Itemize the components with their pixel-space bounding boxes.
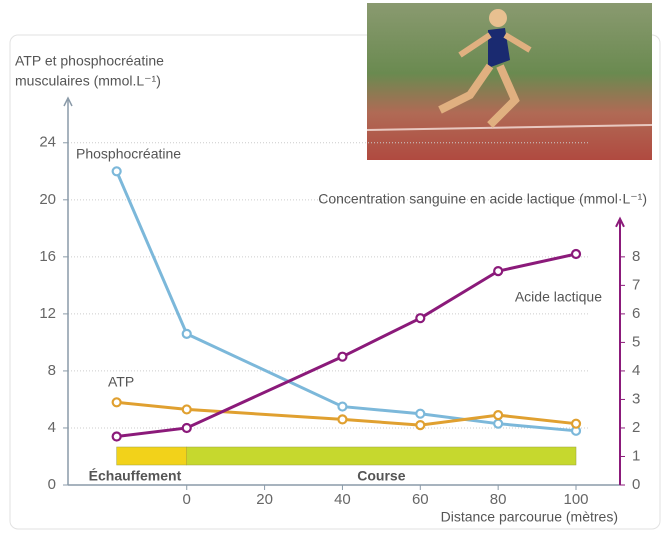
- point: [113, 398, 121, 406]
- y-axis-label: ATP et phosphocréatine: [15, 53, 164, 69]
- series-label: Phosphocréatine: [76, 146, 181, 162]
- phase-label: Échauffement: [89, 468, 182, 484]
- point: [572, 420, 580, 428]
- point: [572, 250, 580, 258]
- x-tick-label: 100: [563, 491, 588, 508]
- y2-tick-label: 5: [632, 333, 640, 350]
- y-tick-label: 0: [48, 476, 56, 493]
- point: [494, 420, 502, 428]
- point: [416, 421, 424, 429]
- y2-tick-label: 6: [632, 305, 640, 322]
- y2-tick-label: 7: [632, 276, 640, 293]
- photo: [367, 3, 652, 160]
- series-label: Acide lactique: [515, 289, 602, 305]
- y-tick-label: 4: [48, 419, 56, 436]
- point: [338, 403, 346, 411]
- y-tick-label: 12: [39, 305, 56, 322]
- x-tick-label: 20: [256, 491, 273, 508]
- point: [113, 167, 121, 175]
- point: [183, 424, 191, 432]
- x-tick-label: 60: [412, 491, 429, 508]
- point: [416, 314, 424, 322]
- y-tick-label: 16: [39, 248, 56, 265]
- chart: 04812162024020406080100012345678ATP et p…: [0, 0, 667, 534]
- phase-bar: [187, 447, 576, 465]
- point: [416, 410, 424, 418]
- y2-tick-label: 4: [632, 362, 640, 379]
- point: [338, 353, 346, 361]
- point: [494, 267, 502, 275]
- point: [183, 330, 191, 338]
- y2-axis-label: Concentration sanguine en acide lactique…: [318, 191, 647, 207]
- x-tick-label: 80: [490, 491, 507, 508]
- y2-tick-label: 2: [632, 419, 640, 436]
- x-tick-label: 0: [183, 491, 191, 508]
- point: [494, 411, 502, 419]
- y-tick-label: 8: [48, 362, 56, 379]
- y-tick-label: 20: [39, 191, 56, 208]
- point: [113, 433, 121, 441]
- phase-bar: [117, 447, 187, 465]
- phase-label: Course: [357, 468, 405, 484]
- point: [183, 405, 191, 413]
- y2-tick-label: 1: [632, 447, 640, 464]
- y-axis-label: musculaires (mmol.L⁻¹): [15, 73, 161, 89]
- x-tick-label: 40: [334, 491, 351, 508]
- y2-tick-label: 8: [632, 248, 640, 265]
- y2-tick-label: 0: [632, 476, 640, 493]
- y-tick-label: 24: [39, 134, 56, 151]
- x-axis-label: Distance parcourue (mètres): [441, 509, 618, 525]
- y2-tick-label: 3: [632, 390, 640, 407]
- series-label: ATP: [108, 374, 134, 390]
- point: [338, 415, 346, 423]
